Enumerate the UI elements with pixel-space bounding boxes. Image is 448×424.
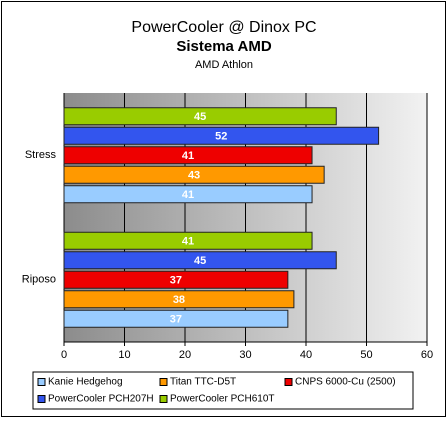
legend-label: PowerCooler PCH207H bbox=[48, 394, 154, 405]
bar bbox=[63, 185, 313, 204]
data-label: 37 bbox=[170, 314, 182, 326]
x-tick-label: 50 bbox=[360, 349, 372, 361]
legend-label: Kanie Hedgehog bbox=[48, 377, 123, 388]
bar bbox=[63, 231, 313, 250]
bar bbox=[63, 126, 380, 145]
y-tick-label: Riposo bbox=[22, 274, 56, 286]
bar bbox=[63, 270, 289, 289]
data-label: 41 bbox=[182, 189, 194, 201]
data-label: 43 bbox=[188, 170, 200, 182]
legend-swatch bbox=[159, 395, 168, 403]
y-tick-label: Stress bbox=[25, 149, 57, 161]
chart-subtitle: Sistema AMD bbox=[176, 38, 271, 55]
data-label: 52 bbox=[215, 131, 227, 143]
data-label: 41 bbox=[182, 236, 194, 248]
x-tick-label: 60 bbox=[421, 349, 433, 361]
chart-subtitle-2: AMD Athlon bbox=[195, 59, 253, 71]
data-label: 45 bbox=[194, 111, 206, 123]
legend-swatch bbox=[284, 378, 293, 386]
x-tick-label: 20 bbox=[179, 349, 191, 361]
data-label: 37 bbox=[170, 275, 182, 287]
legend-swatch bbox=[159, 378, 168, 386]
legend-label: Titan TTC-D5T bbox=[170, 377, 236, 388]
x-tick-label: 0 bbox=[61, 349, 67, 361]
x-tick-label: 40 bbox=[300, 349, 312, 361]
bar bbox=[63, 165, 325, 184]
bar bbox=[63, 251, 337, 270]
bar bbox=[63, 290, 295, 309]
legend-label: PowerCooler PCH610T bbox=[170, 394, 275, 405]
data-label: 45 bbox=[194, 255, 206, 267]
data-label: 41 bbox=[182, 150, 194, 162]
legend-swatch bbox=[37, 378, 46, 386]
legend-label: CNPS 6000-Cu (2500) bbox=[295, 377, 396, 388]
x-tick-label: 30 bbox=[239, 349, 251, 361]
legend-swatch bbox=[37, 395, 46, 403]
bar bbox=[63, 107, 337, 126]
bar bbox=[63, 146, 313, 165]
legend bbox=[32, 371, 414, 410]
bar bbox=[63, 309, 289, 328]
chart-title: PowerCooler @ Dinox PC bbox=[131, 19, 316, 36]
x-tick-label: 10 bbox=[118, 349, 130, 361]
data-label: 38 bbox=[173, 294, 185, 306]
